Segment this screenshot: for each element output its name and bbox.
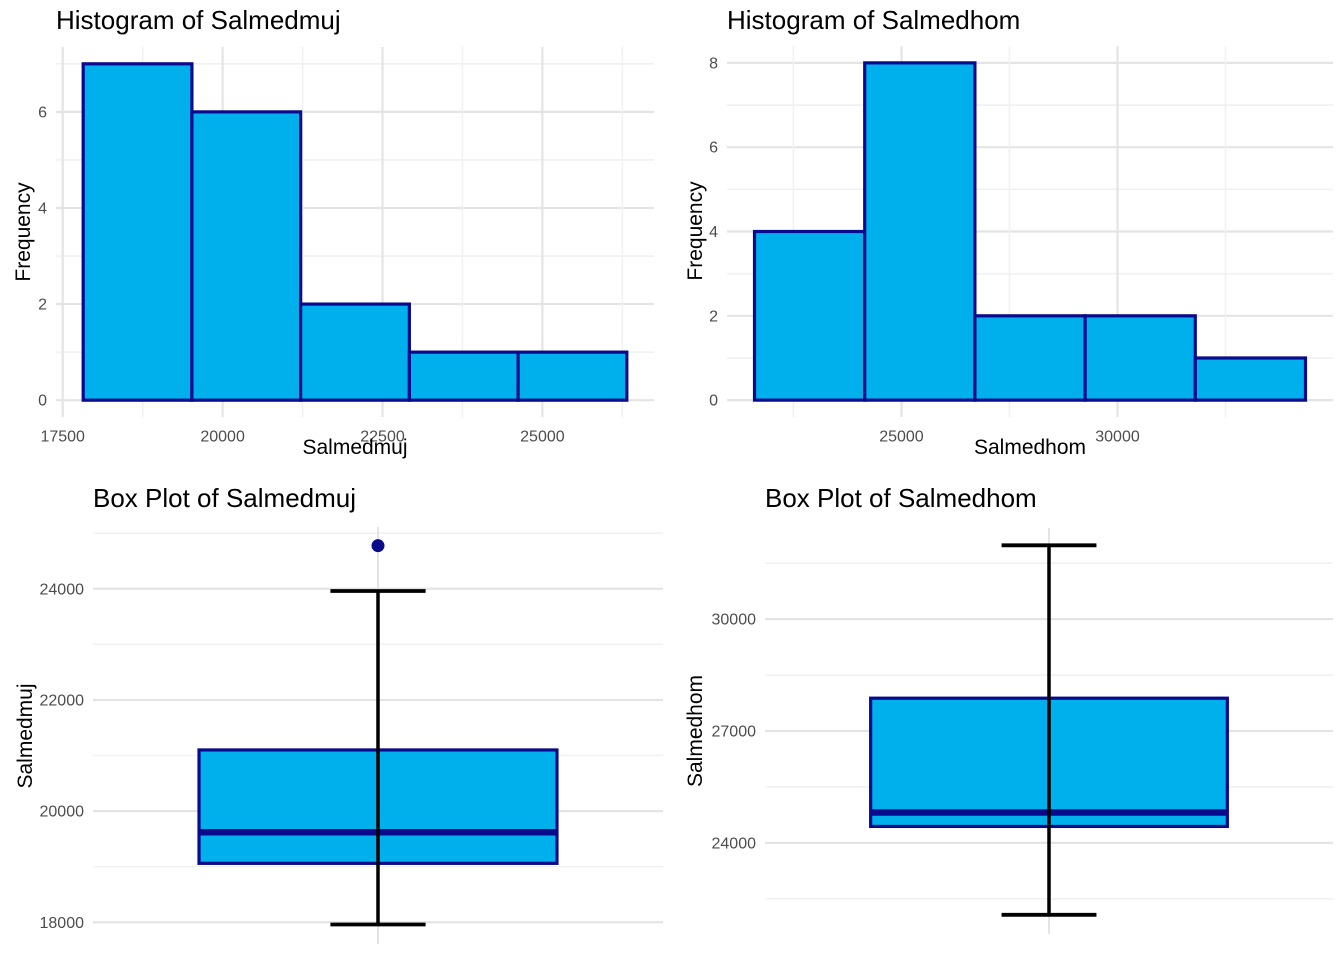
- y-tick-label: 6: [709, 140, 718, 157]
- y-tick-label: 22000: [40, 692, 85, 709]
- plot-title: Histogram of Salmedhom: [727, 5, 1021, 35]
- x-tick-label: 30000: [1095, 428, 1140, 445]
- y-tick-label: 6: [38, 104, 47, 121]
- y-tick-label: 18000: [40, 915, 85, 932]
- y-tick-label: 0: [709, 393, 718, 410]
- y-tick-label: 20000: [40, 804, 85, 821]
- histogram-bar: [1193, 356, 1308, 402]
- histogram-salmedmuj-canvas: 17500 20000 22500 25000 0 2 4 6: [38, 47, 654, 445]
- x-tick-label: 25000: [879, 428, 924, 445]
- y-axis-title: Salmedmuj: [14, 683, 37, 789]
- plot-title: Box Plot of Salmedmuj: [93, 483, 357, 513]
- histogram-bar: [516, 350, 629, 402]
- y-tick-label: 24000: [712, 835, 757, 852]
- histogram-bar: [299, 302, 411, 402]
- histogram-bar: [973, 314, 1087, 402]
- histogram-bar: [407, 350, 520, 402]
- histogram-bar: [190, 110, 303, 402]
- plot-title: Histogram of Salmedmuj: [56, 5, 341, 35]
- x-tick-label: 17500: [40, 428, 85, 445]
- y-axis-title: Salmedhom: [684, 674, 707, 788]
- x-axis-title: Salmedmuj: [302, 436, 408, 459]
- panel-histogram-salmedhom: 25000 30000 0 2 4 6 8 Histogram of Salmedhom F…: [672, 0, 1344, 480]
- histogram-salmedhom-canvas: 25000 30000 0 2 4 6 8: [709, 46, 1333, 445]
- panel-boxplot-salmedhom: 24000 27000 30000 Box Plot of Salmedhom Sa…: [672, 480, 1344, 960]
- x-axis-title: Salmedhom: [973, 436, 1087, 459]
- outlier-point: [371, 539, 385, 553]
- histogram-bar: [863, 61, 977, 402]
- x-tick-label: 25000: [520, 428, 565, 445]
- y-tick-label: 2: [709, 308, 718, 325]
- y-axis-title: Frequency: [684, 181, 707, 281]
- histogram-bar: [752, 229, 867, 402]
- y-tick-label: 2: [38, 297, 47, 314]
- histogram-bar: [1083, 314, 1197, 402]
- y-tick-label: 24000: [40, 581, 85, 598]
- boxplot-salmedmuj-canvas: 18000 20000 22000 24000: [40, 527, 663, 944]
- y-tick-label: 30000: [712, 612, 757, 629]
- panel-boxplot-salmedmuj: 18000 20000 22000 24000 Box Plot of Salmedm…: [0, 480, 672, 960]
- y-tick-label: 4: [709, 224, 718, 241]
- y-axis-title: Frequency: [12, 182, 35, 282]
- y-tick-label: 27000: [712, 724, 757, 741]
- histogram-bar: [81, 62, 194, 402]
- plot-title: Box Plot of Salmedhom: [765, 483, 1037, 513]
- y-tick-label: 0: [38, 393, 47, 410]
- x-tick-label: 20000: [200, 428, 245, 445]
- boxplot-salmedhom-canvas: 24000 27000 30000: [712, 528, 1333, 934]
- x-tick-label: 22500: [360, 428, 405, 445]
- y-tick-label: 8: [709, 55, 718, 72]
- y-tick-label: 4: [38, 200, 47, 217]
- panel-histogram-salmedmuj: 17500 20000 22500 25000 0 2 4 6 Histogram of Sa…: [0, 0, 672, 480]
